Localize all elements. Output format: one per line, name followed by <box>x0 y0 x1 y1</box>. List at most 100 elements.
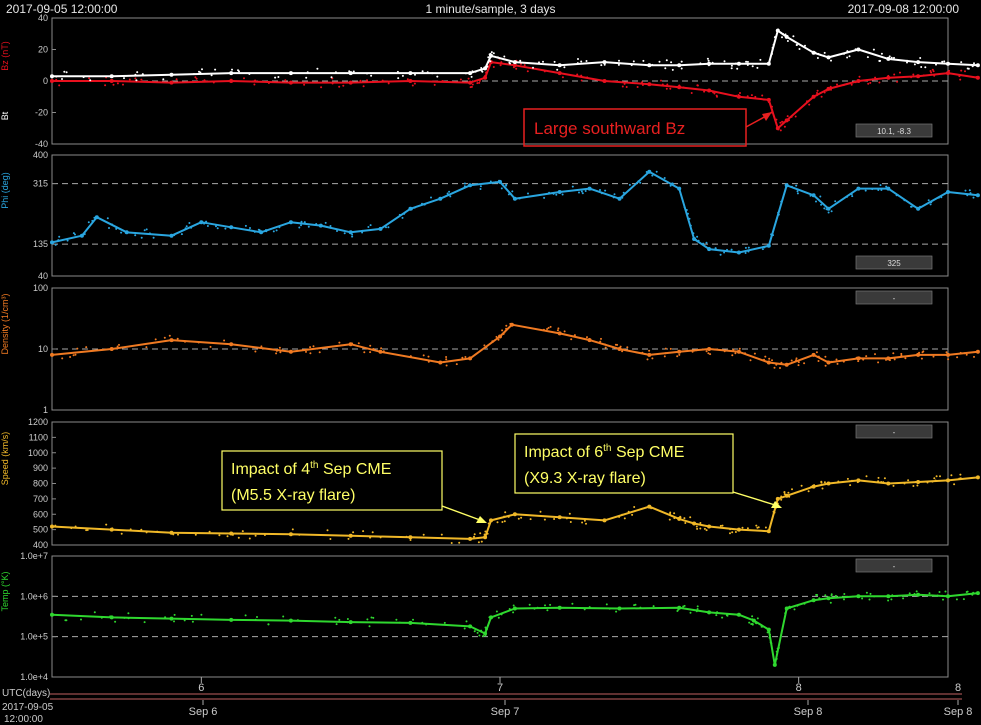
data-point <box>677 605 682 610</box>
noise-point <box>939 475 941 478</box>
noise-point <box>891 594 894 597</box>
noise-point <box>501 329 504 332</box>
noise-point <box>716 611 719 614</box>
noise-point <box>557 327 560 330</box>
noise-point <box>86 529 89 531</box>
noise-point <box>104 84 107 87</box>
noise-point <box>924 66 927 69</box>
noise-point <box>55 78 58 81</box>
noise-point <box>621 85 624 88</box>
noise-point <box>664 352 667 355</box>
noise-point <box>783 125 786 128</box>
noise-point <box>387 226 390 229</box>
data-point <box>916 352 921 357</box>
noise-point <box>896 80 899 83</box>
y-tick-label: 1.0e+6 <box>20 591 48 601</box>
noise-point <box>422 533 425 536</box>
noise-point <box>445 364 448 367</box>
noise-point <box>443 621 446 624</box>
noise-point <box>963 352 966 355</box>
noise-point <box>809 194 812 197</box>
noise-point <box>54 243 57 246</box>
data-point <box>946 190 950 194</box>
data-point <box>826 86 831 91</box>
readout-value: - <box>893 562 896 571</box>
noise-point <box>585 338 588 341</box>
noise-point <box>929 203 932 206</box>
data-point <box>557 63 562 68</box>
data-point <box>169 530 174 535</box>
noise-point <box>830 210 833 213</box>
x-tick-label: 7 <box>497 682 503 694</box>
noise-point <box>248 73 251 75</box>
noise-point <box>190 226 193 229</box>
noise-point <box>195 77 198 80</box>
noise-point <box>244 614 247 617</box>
noise-point <box>492 66 495 68</box>
noise-point <box>445 356 448 358</box>
noise-point <box>883 477 886 480</box>
noise-point <box>775 118 778 121</box>
noise-point <box>351 233 354 236</box>
data-point <box>766 627 771 632</box>
data-point <box>229 79 234 83</box>
noise-point <box>584 190 587 192</box>
noise-point <box>248 537 251 540</box>
noise-point <box>678 84 681 87</box>
data-point <box>557 515 562 520</box>
noise-point <box>865 475 868 478</box>
noise-point <box>744 252 747 254</box>
noise-point <box>565 517 568 520</box>
noise-point <box>814 51 817 54</box>
y-tick-label: 135 <box>33 239 48 249</box>
data-point <box>468 71 473 76</box>
noise-point <box>797 364 800 367</box>
noise-point <box>846 56 849 59</box>
data-point <box>229 342 234 347</box>
noise-point <box>683 206 686 209</box>
data-point <box>775 496 780 501</box>
noise-point <box>919 57 922 59</box>
noise-point <box>931 480 934 483</box>
noise-point <box>628 183 631 186</box>
noise-point <box>719 253 722 256</box>
noise-point <box>291 528 294 531</box>
data-point <box>109 347 114 351</box>
data-point <box>766 529 771 534</box>
noise-point <box>486 65 489 68</box>
noise-point <box>714 247 717 250</box>
noise-point <box>200 613 203 616</box>
noise-point <box>209 345 212 348</box>
noise-point <box>682 86 685 89</box>
noise-point <box>669 347 672 350</box>
noise-point <box>199 71 202 74</box>
data-point <box>109 615 114 620</box>
data-point <box>109 74 114 79</box>
data-point <box>916 60 921 65</box>
data-point <box>489 53 493 58</box>
noise-point <box>338 85 341 88</box>
x-tick-label: 8 <box>796 682 802 694</box>
noise-point <box>477 541 480 544</box>
noise-point <box>505 184 508 187</box>
noise-point <box>790 185 793 188</box>
noise-point <box>243 77 245 80</box>
noise-point <box>518 197 521 200</box>
noise-point <box>906 59 909 62</box>
data-point <box>886 75 891 80</box>
noise-point <box>145 531 148 534</box>
noise-point <box>735 94 738 97</box>
noise-point <box>303 221 306 224</box>
noise-point <box>347 537 350 540</box>
noise-point <box>441 80 444 82</box>
noise-point <box>413 82 416 85</box>
noise-point <box>761 94 764 97</box>
noise-point <box>715 94 718 97</box>
noise-point <box>108 227 110 229</box>
noise-point <box>971 65 974 67</box>
noise-point <box>871 188 874 191</box>
noise-point <box>305 350 307 353</box>
noise-point <box>489 60 492 63</box>
noise-point <box>816 92 818 94</box>
noise-point <box>226 535 229 538</box>
